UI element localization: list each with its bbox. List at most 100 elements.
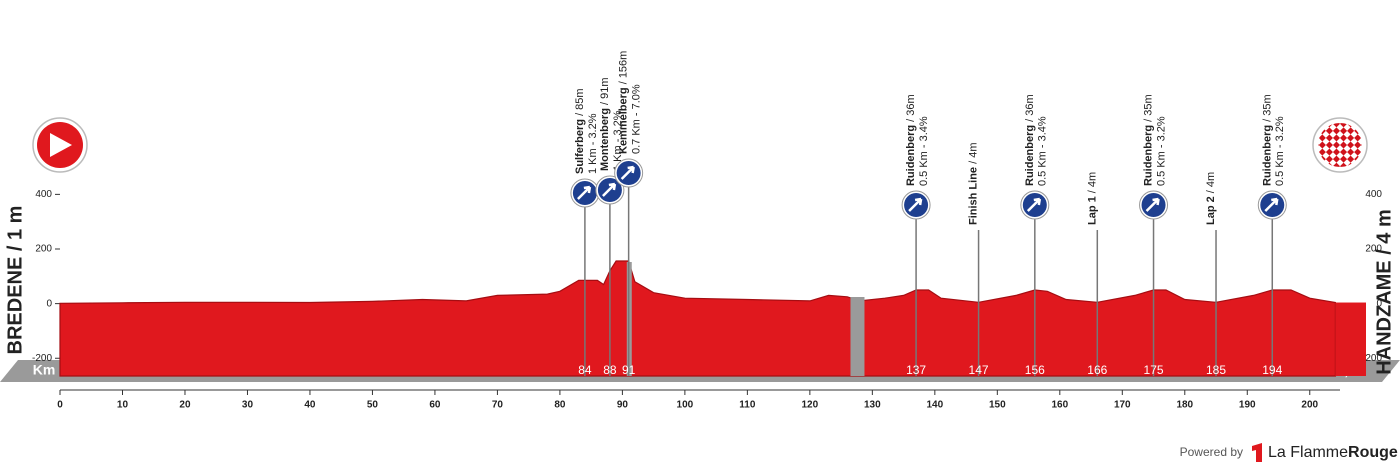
marker-km: 194 — [1262, 363, 1282, 377]
marker-label: Ruidenberg / 36m — [905, 94, 917, 186]
marker-detail: 1 Km - 3.2% — [587, 113, 599, 174]
climb-icon-arrow — [1264, 197, 1279, 212]
brand-logo — [1252, 443, 1262, 462]
marker-label: Ruidenberg / 35m — [1261, 94, 1273, 186]
x-tick-label: 80 — [554, 400, 566, 411]
marker-height: / 36m — [1024, 94, 1036, 122]
marker-height: / 91m — [599, 77, 611, 105]
marker-label: Ruidenberg / 36m — [1024, 94, 1036, 186]
marker-detail: 0.5 Km - 3.4% — [1037, 116, 1049, 186]
marker-label: Lap 1 / 4m — [1086, 172, 1098, 225]
marker-detail: 0.5 Km - 3.2% — [1155, 116, 1167, 186]
marker-km: 137 — [906, 363, 926, 377]
marker-name: Finish Line — [967, 167, 979, 225]
finish-icon — [1308, 113, 1372, 177]
x-tick-label: 140 — [926, 400, 943, 411]
marker-km: 175 — [1144, 363, 1164, 377]
marker-height: / 4m — [967, 142, 979, 163]
x-tick-label: 110 — [739, 400, 756, 411]
brand-part: La Flamme — [1268, 444, 1348, 461]
x-tick-label: 70 — [492, 400, 504, 411]
x-tick-label: 190 — [1239, 400, 1256, 411]
marker-name: Lap 1 — [1086, 196, 1098, 225]
y-tick-label-right: -200 — [1362, 353, 1382, 364]
marker-name: Ruidenberg — [1261, 125, 1273, 186]
sector-strip — [850, 297, 865, 376]
x-tick-label: 0 — [57, 400, 63, 411]
x-tick-label: 40 — [304, 400, 316, 411]
x-tick-label: 100 — [677, 400, 694, 411]
climb-icon — [1020, 190, 1050, 220]
marker-label: Ruidenberg / 35m — [1142, 94, 1154, 186]
powered-by: Powered by — [1180, 445, 1243, 459]
x-tick-label: 10 — [117, 400, 129, 411]
climb-icon-arrow — [1026, 197, 1042, 212]
marker-km: 147 — [969, 363, 989, 377]
x-tick-label: 160 — [1051, 400, 1068, 411]
y-tick-label-right: 400 — [1365, 189, 1382, 200]
y-tick-label: 0 — [46, 298, 52, 309]
marker-height: / 4m — [1086, 172, 1098, 193]
climb-icon — [1139, 190, 1169, 220]
y-tick-label: 400 — [35, 189, 52, 200]
marker-km: 185 — [1206, 363, 1226, 377]
y-tick-label-right: 0 — [1376, 298, 1382, 309]
km-label: Km — [33, 362, 56, 378]
x-tick-label: 150 — [989, 400, 1006, 411]
x-tick-label: 60 — [429, 400, 441, 411]
marker-label: Montenberg / 91m — [599, 77, 611, 171]
finish-label: HANDZAME / 4 m — [1373, 209, 1395, 375]
marker-detail: 0.5 Km - 3.2% — [1274, 116, 1286, 186]
profile-tail — [1335, 302, 1366, 376]
marker-name: Kemmelberg — [618, 87, 630, 154]
climb-icon — [614, 158, 644, 188]
x-tick-label: 120 — [802, 400, 819, 411]
marker-height: / 156m — [618, 51, 630, 85]
climb-icon — [570, 178, 600, 208]
marker-km: 156 — [1025, 363, 1045, 377]
marker-name: Ruidenberg — [905, 125, 917, 186]
elevation-area — [59, 260, 1336, 377]
marker-name: Ruidenberg — [1142, 125, 1154, 186]
climb-icon-arrow — [620, 165, 635, 180]
marker-label: Lap 2 / 4m — [1205, 172, 1217, 225]
climb-icon-arrow — [1145, 197, 1160, 212]
climb-icon-arrow — [602, 182, 617, 197]
x-tick-label: 170 — [1114, 400, 1131, 411]
marker-label: Sulferberg / 85m — [574, 88, 586, 174]
marker-height: / 4m — [1205, 172, 1217, 193]
marker-km: 84 — [578, 363, 592, 377]
x-tick-label: 130 — [864, 400, 881, 411]
climb-icon — [1257, 190, 1287, 220]
x-tick-label: 50 — [367, 400, 379, 411]
x-tick-label: 20 — [179, 400, 191, 411]
marker-label: Finish Line / 4m — [967, 142, 979, 225]
marker-km: 91 — [622, 363, 636, 377]
start-label: BREDENE / 1 m — [4, 206, 26, 355]
start-icon — [32, 117, 88, 173]
climb-icon — [901, 190, 931, 220]
y-tick-label-right: 200 — [1365, 244, 1382, 255]
marker-height: / 36m — [905, 94, 917, 122]
x-tick-label: 200 — [1301, 400, 1318, 411]
y-tick-label: -200 — [32, 353, 52, 364]
climb-icon-arrow — [908, 197, 923, 212]
marker-height: / 85m — [574, 88, 586, 116]
marker-detail: 0.7 Km - 7.0% — [631, 84, 643, 154]
climb-icon — [595, 175, 625, 205]
marker-height: / 35m — [1261, 94, 1273, 122]
y-tick-label: 200 — [35, 244, 52, 255]
x-tick-label: 180 — [1176, 400, 1193, 411]
climb-icon-arrow — [577, 185, 592, 200]
brand: La FlammeRouge — [1268, 444, 1398, 461]
brand-part: Rouge — [1348, 444, 1398, 461]
marker-name: Ruidenberg — [1024, 125, 1036, 186]
marker-height: / 35m — [1142, 94, 1154, 122]
marker-km: 166 — [1087, 363, 1107, 377]
marker-km: 88 — [603, 363, 617, 377]
marker-detail: 1 Km - 3.2% — [612, 110, 624, 171]
marker-detail: 0.5 Km - 3.4% — [918, 116, 930, 186]
x-tick-label: 90 — [617, 400, 629, 411]
marker-name: Lap 2 — [1205, 196, 1217, 225]
